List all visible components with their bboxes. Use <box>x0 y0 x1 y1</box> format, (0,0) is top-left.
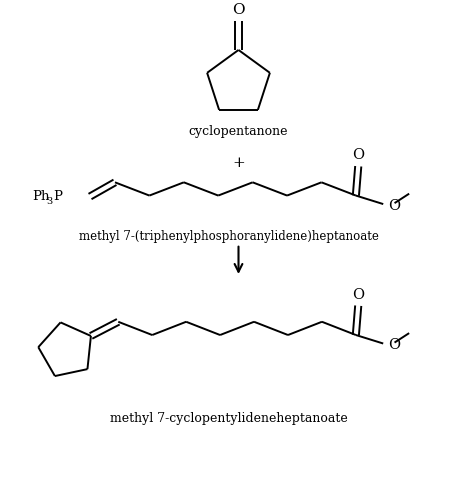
Text: 3: 3 <box>46 197 52 206</box>
Text: O: O <box>232 3 244 17</box>
Text: P: P <box>54 190 62 203</box>
Text: O: O <box>351 288 364 302</box>
Text: cyclopentanone: cyclopentanone <box>188 124 288 138</box>
Text: O: O <box>351 148 364 163</box>
Text: O: O <box>387 199 399 213</box>
Text: methyl 7-cyclopentylideneheptanoate: methyl 7-cyclopentylideneheptanoate <box>110 412 347 425</box>
Text: methyl 7-(triphenylphosphoranylidene)heptanoate: methyl 7-(triphenylphosphoranylidene)hep… <box>79 230 378 243</box>
Text: O: O <box>387 339 399 352</box>
Text: +: + <box>232 156 244 171</box>
Text: Ph: Ph <box>32 190 50 203</box>
